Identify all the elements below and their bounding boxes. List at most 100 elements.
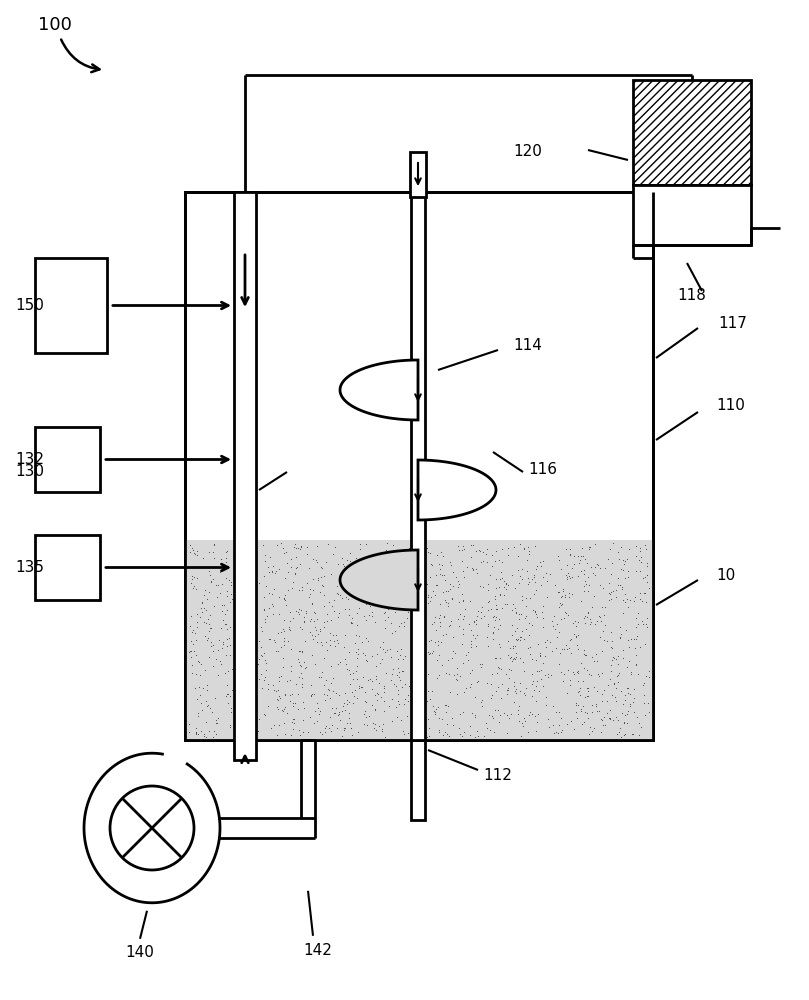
Point [361,653,374,669]
Point [342,705,355,721]
Point [207,729,220,745]
Point [213,632,226,648]
Point [298,613,311,629]
Point [609,582,622,598]
Point [281,555,294,571]
Point [265,720,277,736]
Point [472,542,485,558]
Point [416,551,429,567]
Point [457,541,470,557]
Point [287,539,300,555]
Point [533,554,546,570]
Point [370,668,383,684]
Point [278,699,291,715]
Point [490,601,503,617]
Point [515,629,527,645]
Point [575,548,588,564]
Point [321,606,334,622]
Point [234,621,247,637]
Point [338,601,351,617]
Point [187,578,200,594]
Point [595,693,608,709]
Point [406,683,419,699]
Point [345,727,358,743]
Point [435,634,448,650]
Point [326,546,339,562]
Point [304,687,317,703]
Point [629,647,642,663]
Point [621,680,633,696]
Point [471,723,484,739]
Point [229,728,242,744]
Point [303,581,316,597]
Point [468,709,481,725]
Point [370,671,383,687]
Point [552,584,565,600]
Point [540,589,553,605]
Point [287,695,300,711]
Point [245,563,258,579]
Point [343,715,356,731]
Point [207,537,220,553]
Point [515,623,528,639]
Point [372,579,385,595]
Point [377,605,390,621]
Point [210,651,222,667]
Point [227,572,239,588]
Point [633,563,646,579]
Point [447,564,460,580]
Point [265,563,278,579]
Point [617,556,630,572]
Point [575,540,588,556]
Point [436,584,449,600]
Polygon shape [340,550,418,610]
Point [188,643,201,659]
Point [319,724,332,740]
Point [470,565,483,581]
Point [207,536,220,552]
Point [501,686,514,702]
Point [541,632,554,648]
Point [294,658,307,674]
Point [640,619,653,635]
Point [630,538,643,554]
Point [477,608,490,624]
Point [452,618,465,634]
Point [304,611,317,627]
Point [293,657,306,673]
Point [431,637,444,653]
Point [457,569,470,585]
Point [388,604,401,620]
Point [519,610,532,626]
Point [424,645,437,661]
Point [642,704,655,720]
Point [208,690,221,706]
Point [183,716,196,732]
Point [604,591,617,607]
Point [250,692,263,708]
Point [363,558,376,574]
Point [353,678,366,694]
Point [629,640,642,656]
Point [560,557,573,573]
Point [451,686,464,702]
Point [540,573,553,589]
Point [464,593,477,609]
Point [439,704,452,720]
Point [569,613,582,629]
Point [349,644,362,660]
Text: 114: 114 [513,338,542,353]
Bar [35,258,107,353]
Bar [35,427,100,492]
Point [324,709,337,725]
Point [612,674,625,690]
Point [639,636,652,652]
Point [570,697,583,713]
Point [373,570,386,586]
Point [347,688,360,704]
Point [469,630,482,646]
Point [307,604,320,620]
Point [239,726,252,742]
Point [481,541,493,557]
Point [222,630,235,646]
